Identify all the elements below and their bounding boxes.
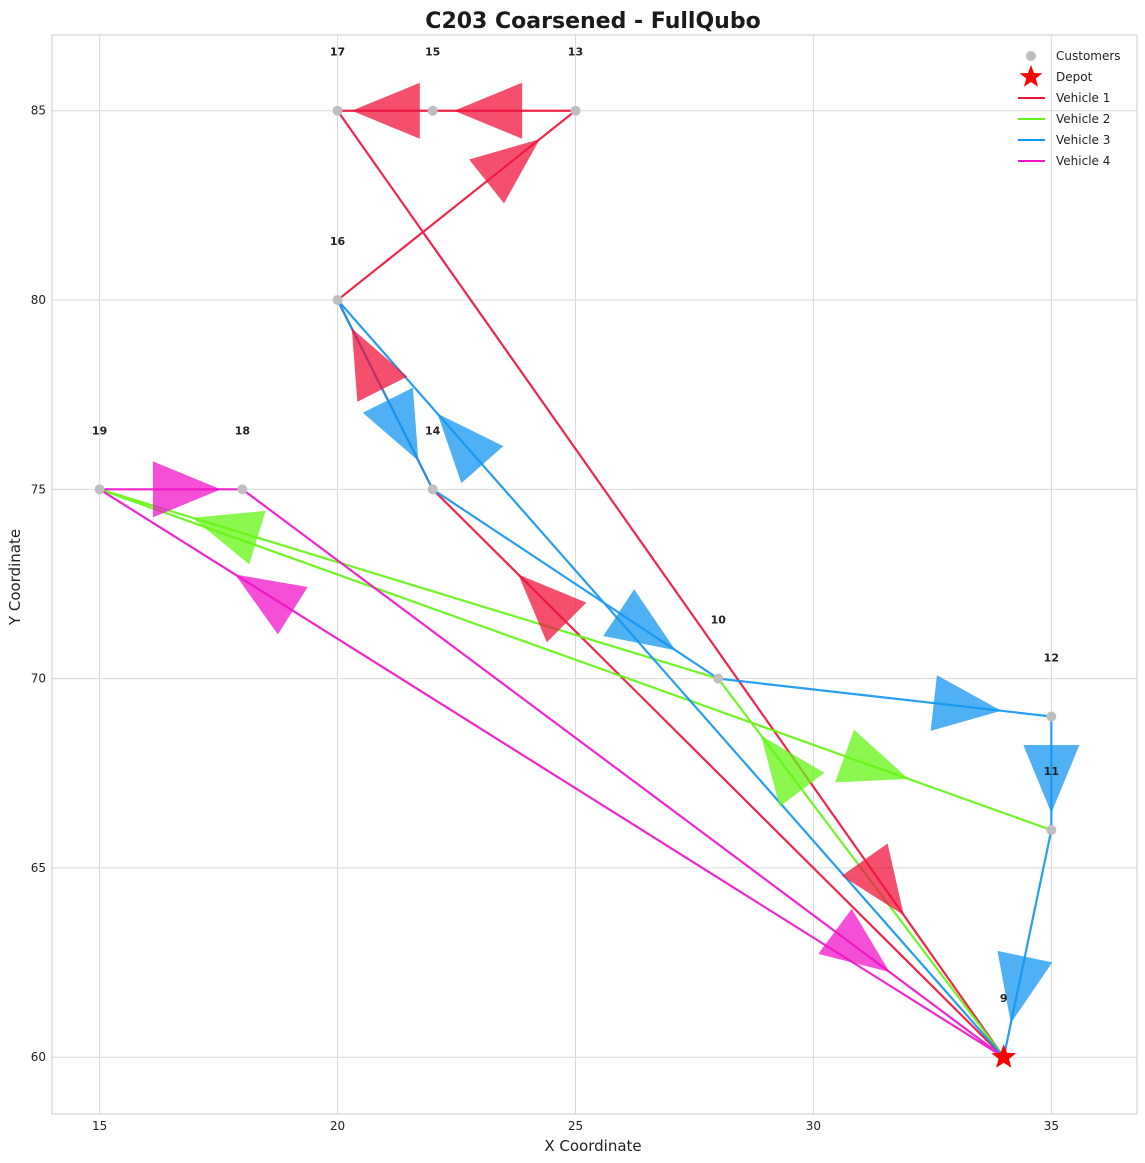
customer-point [332,295,343,306]
customer-label: 15 [425,46,440,59]
y-tick-label: 70 [31,672,46,686]
y-axis-label: Y Coordinate [6,529,24,626]
legend-label: Customers [1056,49,1121,63]
route-arrow-vehicle-3 [362,387,419,461]
route-arrow-vehicle-3 [997,950,1053,1024]
customer-point [237,484,248,495]
route-arrow-vehicle-3 [1023,745,1080,814]
legend-label: Depot [1056,70,1093,84]
customer-label: 19 [92,424,107,437]
x-tick-label: 35 [1044,1119,1059,1133]
customer-point [570,105,581,116]
x-tick-label: 30 [806,1119,821,1133]
axis-ticks: 15 20 25 30 35 60 65 70 75 80 85 [31,104,1059,1133]
route-arrow-vehicle-3 [603,589,676,651]
depot-star [991,1044,1017,1068]
legend-entry: Depot [1019,65,1093,87]
legend-star [1019,65,1043,87]
customer-label: 13 [568,46,583,59]
legend-label: Vehicle 4 [1056,154,1110,168]
x-tick-label: 15 [92,1119,107,1133]
customer-point [94,484,105,495]
customer-label: 10 [711,614,727,627]
route-direction-arrows [152,82,1080,1024]
plot-area [51,34,1138,1115]
route-arrow-vehicle-2 [835,729,909,783]
customer-label: 17 [330,46,345,59]
x-axis-label: X Coordinate [544,1137,641,1155]
customer-label: 12 [1044,651,1059,664]
legend-entry: Vehicle 3 [1018,133,1110,147]
legend: Customers Depot Vehicle 1 Vehicle 2 Vehicle … [1018,49,1121,168]
route-arrow-vehicle-3 [437,413,504,484]
customer-label: 11 [1044,765,1059,778]
customer-point [427,105,438,116]
depot-marker [991,1044,1017,1068]
route-arrow-vehicle-1 [454,82,523,139]
customer-label: 14 [425,424,441,437]
route-arrow-vehicle-2 [192,510,266,565]
legend-entry: Vehicle 2 [1018,112,1110,126]
legend-entry: Customers [1026,49,1121,63]
route-arrow-vehicle-1 [351,82,420,139]
legend-label: Vehicle 1 [1056,91,1110,105]
x-tick-label: 20 [330,1119,345,1133]
customer-point [427,484,438,495]
x-tick-label: 25 [568,1119,583,1133]
legend-entry: Vehicle 1 [1018,91,1110,105]
route-arrow-vehicle-4 [235,574,308,635]
y-tick-label: 80 [31,293,46,307]
customer-label: 16 [330,235,346,248]
legend-entry: Vehicle 4 [1018,154,1110,168]
y-tick-label: 60 [31,1050,46,1064]
route-arrow-vehicle-3 [930,675,1002,731]
legend-label: Vehicle 3 [1056,133,1110,147]
customer-point [1046,711,1057,722]
y-tick-label: 65 [31,861,46,875]
y-tick-label: 85 [31,104,46,118]
customer-label: 18 [235,424,250,437]
legend-label: Vehicle 2 [1056,112,1110,126]
customer-point [713,673,724,684]
customer-point [1046,825,1057,836]
customer-label: 9 [1000,992,1008,1005]
y-tick-label: 75 [31,482,46,496]
route-arrow-vehicle-1 [518,574,587,643]
customer-labels: 9 10 11 12 13 14 15 16 17 18 19 [92,46,1059,1005]
customer-point [332,105,343,116]
route-arrow-vehicle-1 [841,843,904,916]
route-arrow-vehicle-1 [469,139,540,204]
route-arrow-vehicle-1 [351,328,408,402]
legend-marker [1026,51,1036,61]
route-arrow-vehicle-4 [818,908,890,973]
chart-title: C203 Coarsened - FullQubo [425,9,760,34]
route-arrow-vehicle-4 [152,461,221,518]
route-arrow-vehicle-2 [761,735,825,807]
